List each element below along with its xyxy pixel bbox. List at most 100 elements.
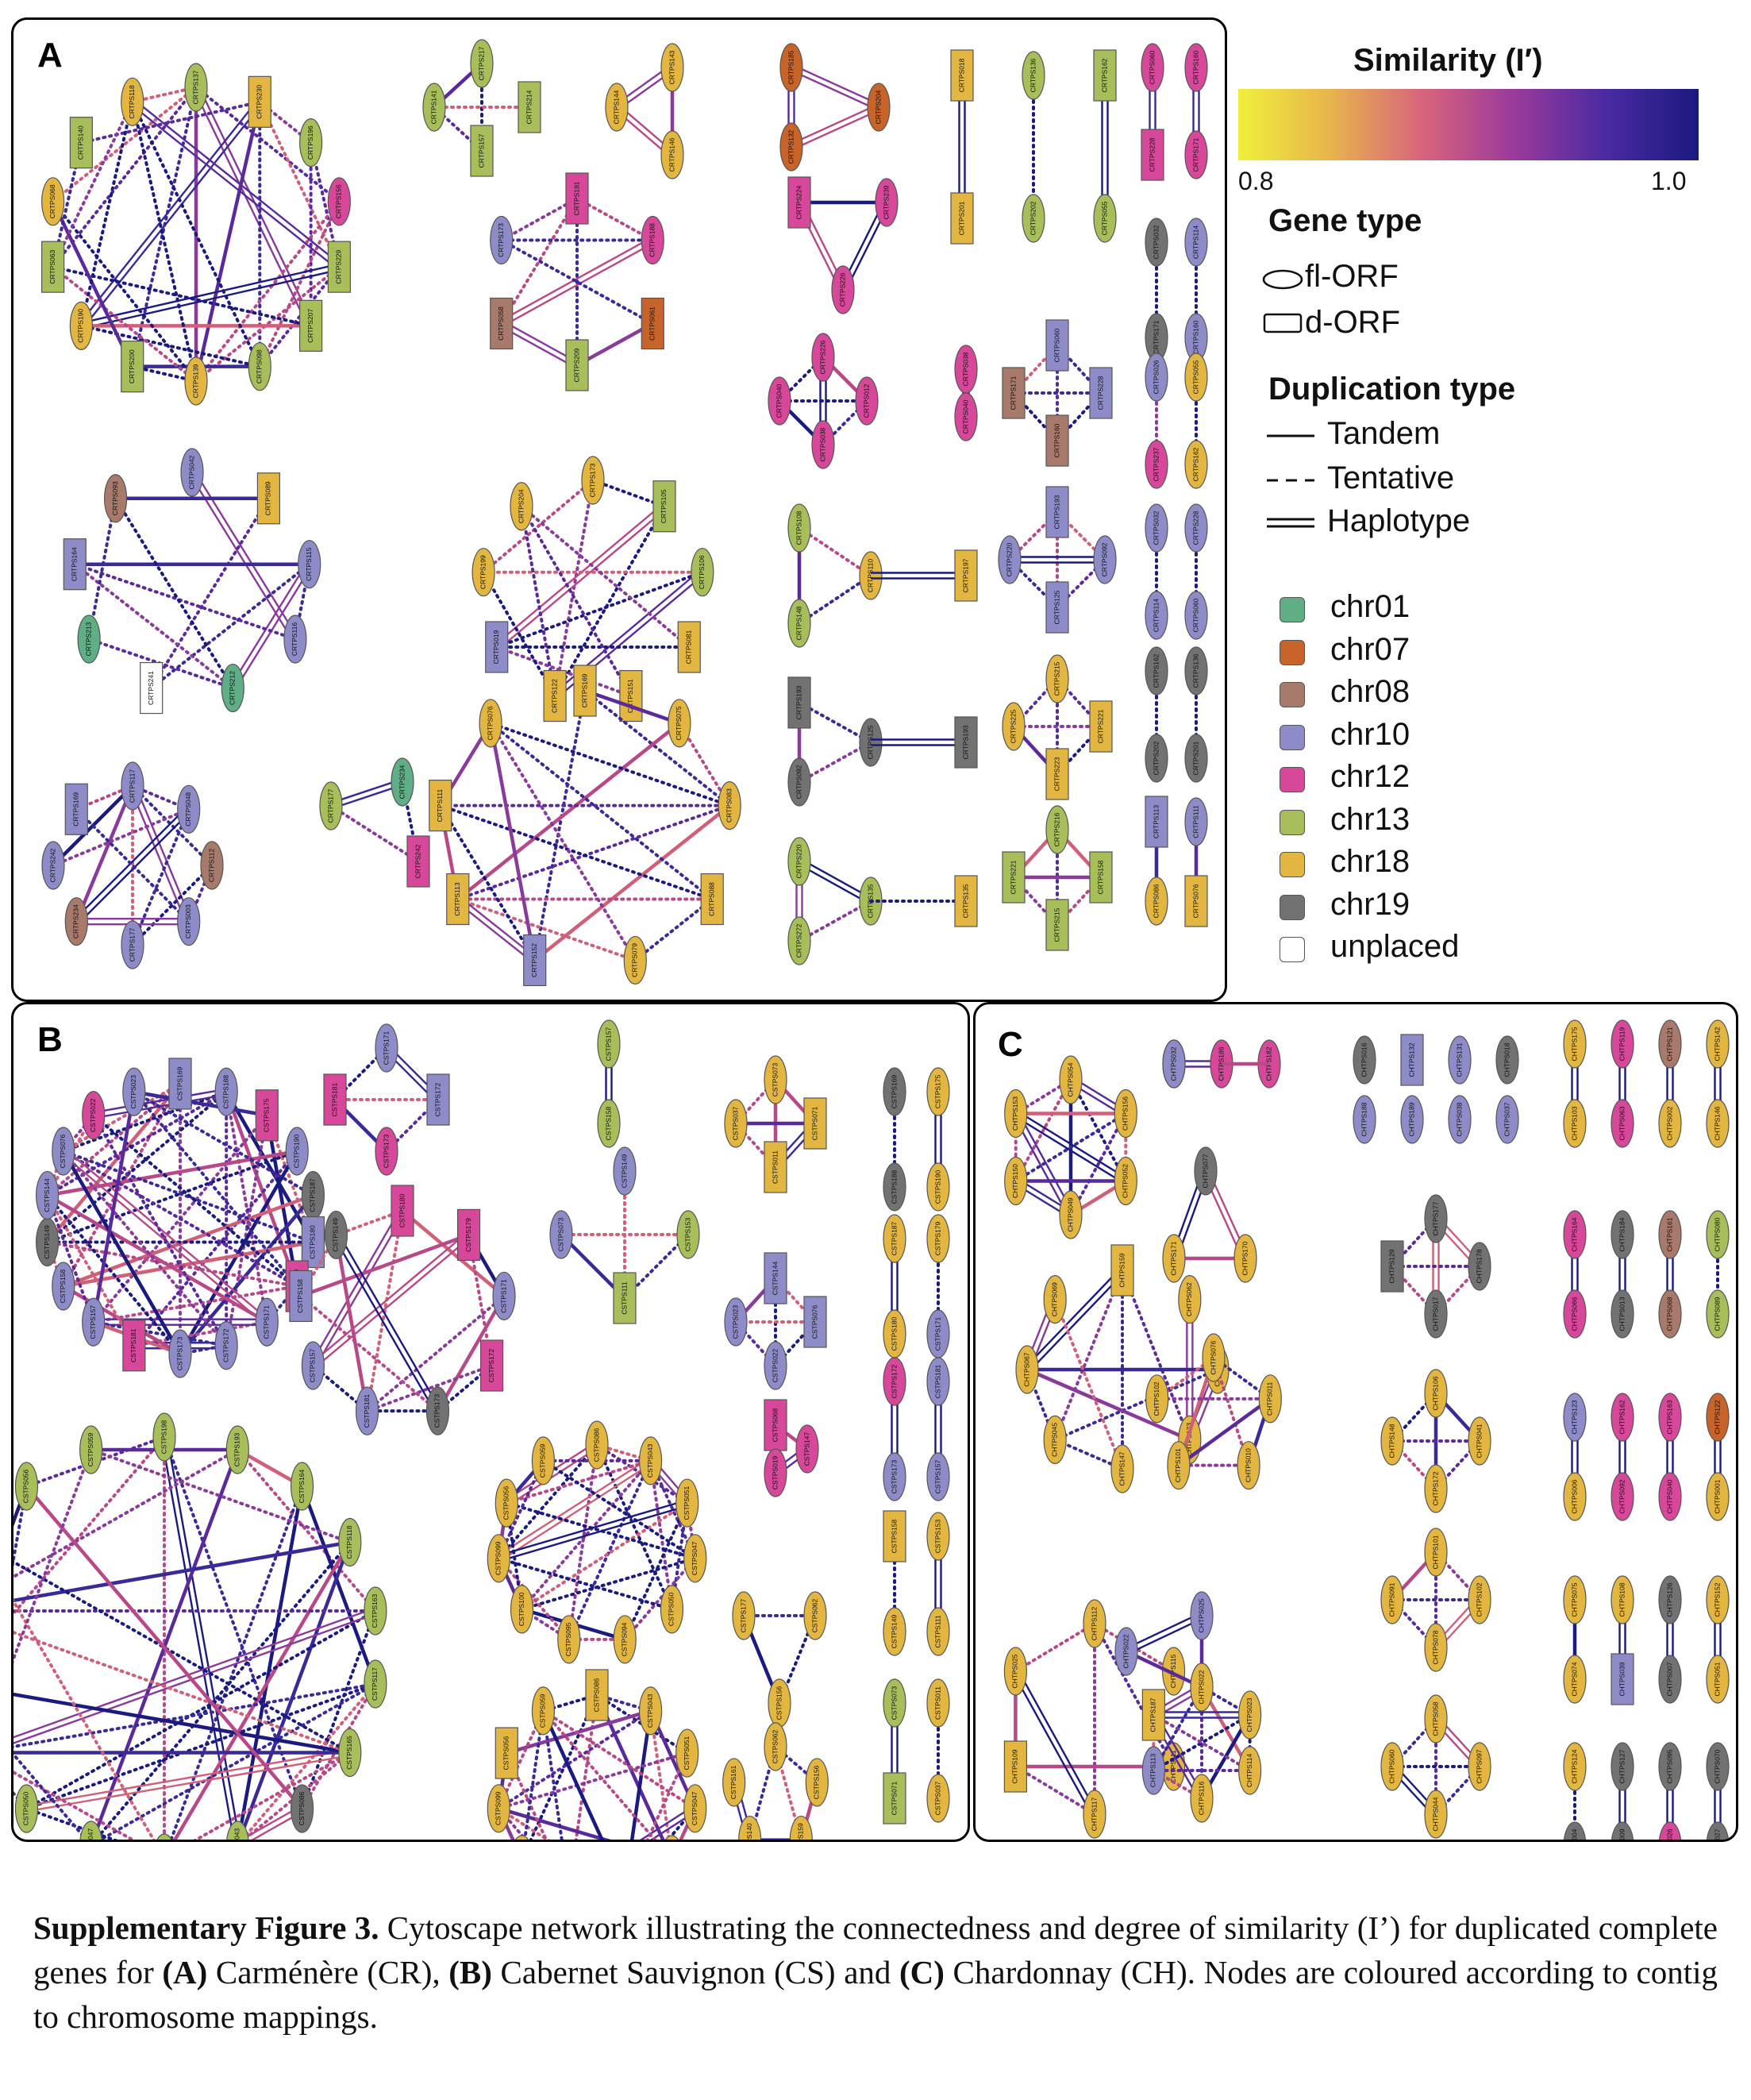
gene-node: CSTPS051 bbox=[675, 1728, 699, 1778]
haplotype-edge bbox=[498, 1505, 689, 1562]
fl-orf-node bbox=[103, 474, 128, 523]
fl-orf-node bbox=[641, 215, 664, 265]
fl-orf-node bbox=[79, 1425, 103, 1474]
gene-node-label: CRTPS156 bbox=[335, 184, 343, 218]
tentative-edge bbox=[51, 86, 198, 203]
gene-node-label: CRTPS169 bbox=[72, 792, 80, 827]
gene-node: CHTPS121 bbox=[1658, 1019, 1682, 1069]
fl-orf-node bbox=[623, 935, 647, 985]
gene-node: CRTPS146 bbox=[660, 130, 684, 179]
gene-node: CRTPS032 bbox=[1145, 503, 1168, 553]
gene-node: CRTPS197 bbox=[954, 549, 978, 602]
gene-node-label: CHTPS114 bbox=[1245, 1754, 1253, 1788]
tandem-edge bbox=[13, 1692, 351, 1755]
legend: Similarity (I′) 0.8 1.0 Gene type fl-ORF… bbox=[1238, 40, 1746, 992]
chromosome-label: chr08 bbox=[1330, 674, 1410, 709]
gene-node: CSTPS099 bbox=[487, 1784, 510, 1833]
gene-node: CSTPS181 bbox=[323, 1073, 347, 1126]
tentative-edge bbox=[130, 364, 198, 383]
fl-orf-node bbox=[1184, 734, 1208, 783]
gene-node-label: CHTPS045 bbox=[1050, 1423, 1058, 1457]
gene-node: CHTPS115 bbox=[1161, 1647, 1186, 1696]
tentative-edge bbox=[73, 562, 235, 690]
gene-node: CSTPS193 bbox=[225, 1425, 249, 1474]
gene-node-label: CHTPS027 bbox=[1713, 1828, 1721, 1842]
gene-node-label: CRTPS144 bbox=[612, 90, 620, 124]
gene-node: CHTPS089 bbox=[1706, 1289, 1730, 1339]
gene-node: CSTPS050 bbox=[664, 1835, 679, 1840]
gene-node: CHTPS026 bbox=[1658, 1821, 1682, 1840]
fl-orf-node bbox=[298, 540, 321, 589]
gene-node-label: CSTPS187 bbox=[890, 1221, 898, 1255]
gene-node-label: CRTPS076 bbox=[1191, 884, 1199, 918]
gene-node-label: CSTPS037 bbox=[933, 1781, 941, 1815]
fl-orf-node bbox=[732, 1591, 756, 1640]
gene-node: CSTPS158 bbox=[883, 1510, 906, 1562]
gene-node-label: CRTPS106 bbox=[698, 555, 706, 589]
gene-node-label: CSTPS050 bbox=[668, 1592, 675, 1626]
gene-node-label: CRTPS202 bbox=[1029, 201, 1037, 235]
network-c: CHTPS054 CHTPS156 CHTPS052 CHTPS049 CHTPS150… bbox=[1003, 1019, 1730, 1842]
tandem-edge bbox=[1126, 1649, 1203, 1690]
gene-node: CSTPS047 bbox=[683, 1534, 707, 1583]
fl-orf-node bbox=[811, 333, 835, 382]
tentative-edge bbox=[1014, 1622, 1096, 1673]
gene-node: CHTPS068 bbox=[1658, 1289, 1682, 1339]
fl-orf-node bbox=[1141, 1746, 1165, 1795]
tentative-edge bbox=[482, 570, 557, 698]
d-orf-node bbox=[168, 1058, 192, 1110]
gene-node: CHTPS177 bbox=[1424, 1194, 1448, 1243]
fl-orf-node bbox=[1495, 1035, 1519, 1085]
fl-orf-node bbox=[926, 1162, 950, 1212]
gene-node: CRTPS118 bbox=[121, 77, 144, 126]
gene-node-label: CHTPS150 bbox=[1011, 1164, 1019, 1198]
tentative-line-icon bbox=[1267, 479, 1314, 482]
gene-node-label: CSTPS181 bbox=[363, 1394, 371, 1428]
gene-node-label: CRTPS086 bbox=[1152, 884, 1160, 918]
d-orf-node bbox=[543, 669, 567, 722]
fl-orf-node bbox=[811, 420, 835, 469]
gene-node: CSTPS111 bbox=[613, 1272, 637, 1324]
gene-node: CRTPS111 bbox=[429, 780, 452, 832]
gene-node: CHTPS060 bbox=[1380, 1742, 1404, 1791]
d-orf-node bbox=[1045, 486, 1069, 538]
fl-orf-node bbox=[926, 1607, 950, 1656]
d-orf-node bbox=[954, 716, 978, 769]
d-orf-node bbox=[585, 1669, 609, 1721]
gene-node: CRTPS209 bbox=[565, 339, 589, 391]
tentative-edge bbox=[61, 1082, 182, 1153]
tentative-edge bbox=[645, 1751, 689, 1840]
fl-orf-node bbox=[531, 1686, 556, 1736]
gene-node-label: CSTPS165 bbox=[345, 1736, 353, 1770]
fl-orf-node bbox=[1706, 1742, 1730, 1791]
network-a: CRTPS137 CRTPS230 CRTPS196 CRTPS156 CRTPS229… bbox=[41, 39, 1208, 987]
gene-node: CSTPS157 bbox=[82, 1297, 106, 1347]
gene-node-label: CHTPS126 bbox=[1665, 1582, 1673, 1616]
gene-node: CHTPS038 bbox=[1448, 1095, 1472, 1144]
haplotype-edge bbox=[790, 69, 879, 111]
chromosome-swatch bbox=[1280, 767, 1305, 792]
gene-node: CRTPS113 bbox=[446, 873, 470, 926]
fl-orf-node bbox=[1093, 194, 1117, 243]
gene-node-label: CSTPS051 bbox=[683, 1486, 691, 1520]
chromosome-legend-item: unplaced bbox=[1280, 927, 1597, 967]
haplotype-edge bbox=[791, 109, 880, 151]
gene-node-label: CSTPS051 bbox=[160, 1840, 167, 1842]
fl-orf-node bbox=[1145, 440, 1168, 489]
haplotype-edge bbox=[1016, 1110, 1128, 1180]
gene-node: CSTPS198 bbox=[152, 1412, 176, 1462]
gene-node: CSTPS153 bbox=[676, 1210, 700, 1259]
gene-node-label: CSTPS149 bbox=[43, 1225, 51, 1259]
chromosome-swatch bbox=[1280, 894, 1305, 920]
d-orf-node bbox=[1089, 367, 1113, 419]
tentative-edge bbox=[489, 721, 714, 901]
tandem-edge bbox=[265, 1115, 299, 1287]
gene-node-label: CRTPS162 bbox=[1191, 447, 1199, 481]
gene-node: CRTPS191 bbox=[565, 172, 589, 225]
tentative-edge bbox=[798, 526, 872, 577]
gene-node-label: CRTPS108 bbox=[795, 511, 802, 545]
gene-node: CSTPS094 bbox=[613, 1615, 637, 1664]
d-orf-node bbox=[950, 192, 974, 245]
tentative-edge bbox=[648, 1458, 674, 1611]
gene-node: CHTPS184 bbox=[1611, 1210, 1634, 1259]
